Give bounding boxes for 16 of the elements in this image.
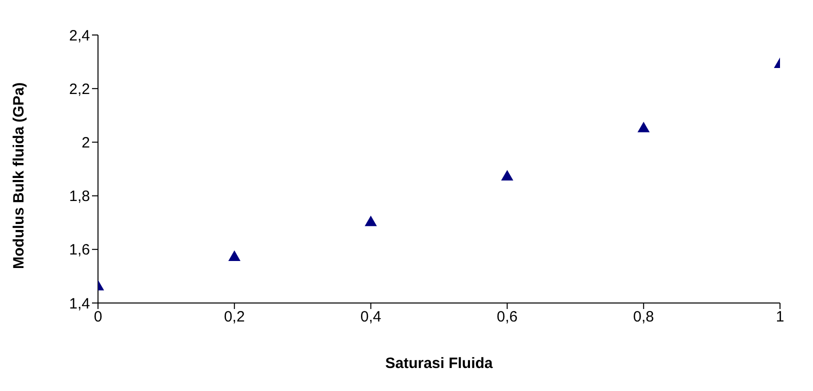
y-axis-title: Modulus Bulk fluida (GPa) [10,82,28,269]
x-tick-label: 0,2 [224,308,245,326]
x-tick-label: 0 [94,308,102,326]
y-tick-label: 1,8 [69,188,90,206]
y-tick-label: 2,2 [69,80,90,98]
x-tick-label: 1 [776,308,784,326]
y-tick-label: 2 [82,134,90,152]
x-tick-label: 0,8 [633,308,654,326]
y-tick-label: 1,6 [69,242,90,259]
point [501,170,514,181]
x-tick-label: 0,6 [496,308,518,326]
x-axis-title: Saturasi Fluida [385,355,494,372]
point [364,216,377,226]
y-tick-label: 2,4 [69,27,90,44]
x-tick-label: 0,4 [360,308,382,326]
y-tick-label: 1,4 [69,295,90,312]
